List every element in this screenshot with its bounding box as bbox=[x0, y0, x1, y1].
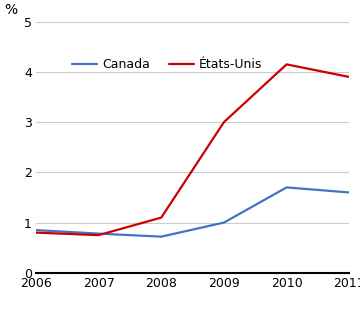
États-Unis bbox=[284, 63, 289, 66]
Canada bbox=[96, 232, 101, 236]
Canada bbox=[34, 228, 38, 232]
Canada bbox=[159, 235, 163, 238]
Legend: Canada, États-Unis: Canada, États-Unis bbox=[67, 53, 267, 76]
Canada bbox=[284, 186, 289, 189]
Line: Canada: Canada bbox=[36, 188, 349, 237]
États-Unis bbox=[34, 231, 38, 234]
Canada bbox=[347, 191, 351, 194]
Y-axis label: %: % bbox=[4, 3, 18, 17]
États-Unis bbox=[347, 75, 351, 79]
États-Unis bbox=[96, 233, 101, 237]
Line: États-Unis: États-Unis bbox=[36, 64, 349, 235]
États-Unis bbox=[222, 120, 226, 124]
Canada bbox=[222, 221, 226, 224]
États-Unis bbox=[159, 216, 163, 219]
